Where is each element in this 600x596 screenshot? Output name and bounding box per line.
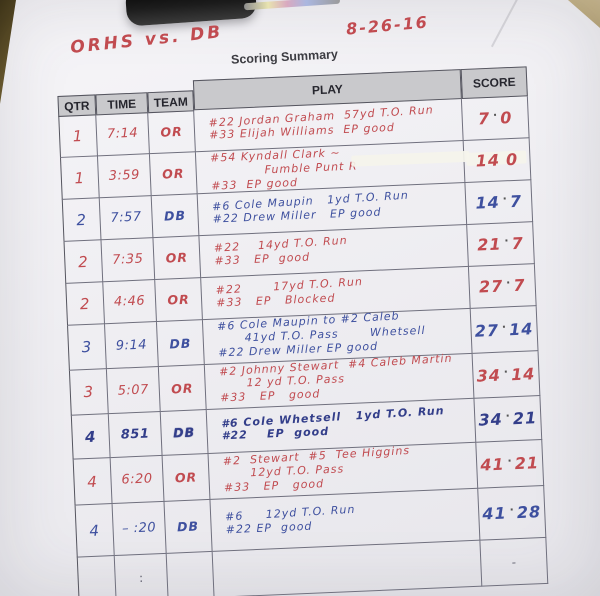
- score-away: 7: [513, 275, 526, 296]
- score-home: 41: [479, 454, 506, 475]
- score-cell: 41 · 21: [476, 439, 545, 489]
- clip-metal-bar: [243, 0, 341, 11]
- score-separator: ·: [503, 364, 509, 379]
- team-cell: [166, 551, 215, 596]
- score-separator: ·: [502, 192, 508, 206]
- score-away: 7: [509, 191, 523, 212]
- qtr-cell: 3: [68, 369, 109, 416]
- time-cell: 851: [108, 411, 163, 459]
- time-cell: 5:07: [106, 366, 161, 415]
- scoring-table: QTR TIME TEAM PLAY SCORE 1 7:14 OR #22 J…: [57, 66, 549, 596]
- score-cell: 27 · 7: [468, 264, 537, 309]
- score-away: 0: [505, 149, 519, 170]
- score-cell: 41 · 28: [478, 485, 547, 541]
- clipboard-clip: [124, 0, 258, 27]
- score-away: 0: [499, 107, 513, 128]
- paper-edge-line: [490, 0, 520, 48]
- team-cell: OR: [153, 236, 202, 281]
- time-cell: 4:46: [103, 280, 157, 325]
- score-separator: ·: [501, 319, 507, 334]
- time-cell: 7:35: [101, 238, 156, 283]
- white-out-patch: [351, 150, 470, 167]
- qtr-cell: 2: [61, 198, 102, 242]
- score-home: 27: [474, 320, 500, 341]
- desk-corner-top-left: [0, 0, 16, 104]
- score-cell: 27 · 14: [470, 306, 539, 354]
- team-cell: OR: [155, 278, 203, 323]
- score-away: 28: [516, 502, 542, 523]
- play-line: #33 EP good: [223, 476, 325, 494]
- qtr-cell: 3: [67, 324, 107, 371]
- header-cell-qtr: QTR: [57, 94, 97, 117]
- score-home: 7: [477, 108, 491, 129]
- score-cell: 34 · 21: [474, 396, 543, 443]
- time-cell: 7:57: [99, 196, 154, 241]
- score-cell: 21 · 7: [467, 222, 535, 267]
- score-home: 41: [482, 503, 508, 524]
- qtr-cell: 4: [70, 414, 111, 460]
- game-date: 8-26-16: [345, 12, 430, 39]
- qtr-cell: 4: [72, 458, 113, 506]
- team-cell: DB: [164, 499, 213, 554]
- team-cell: DB: [160, 410, 209, 456]
- score-separator: ·: [507, 454, 512, 468]
- score-away: 14: [510, 363, 536, 384]
- score-separator: ·: [505, 276, 511, 290]
- team-cell: OR: [149, 152, 198, 197]
- score-home: 21: [476, 234, 502, 255]
- score-cell: 14 0: [463, 138, 532, 183]
- time-cell: 7:14: [96, 112, 150, 157]
- time-cell: :: [114, 553, 169, 596]
- score-cell: -: [480, 537, 549, 587]
- score-home: 14: [475, 150, 501, 171]
- team-cell: OR: [148, 110, 196, 155]
- play-line: #6 Cole Whetsell 1yd T.O. Run: [220, 403, 445, 430]
- score-cell: 7 · 0: [461, 96, 530, 142]
- qtr-cell: 4: [74, 504, 115, 558]
- sheet-title: Scoring Summary: [230, 47, 339, 67]
- time-cell: 3:59: [97, 154, 152, 199]
- team-cell: OR: [162, 453, 211, 502]
- score-home: 27: [478, 276, 504, 297]
- play-line: #33 EP good: [219, 387, 321, 405]
- qtr-cell: 2: [63, 240, 104, 284]
- score-separator: ·: [504, 234, 509, 248]
- score-away: 21: [514, 453, 540, 474]
- time-cell: 9:14: [105, 322, 159, 370]
- desk-corner-top-right: [568, 0, 600, 28]
- score-separator: ·: [492, 108, 498, 122]
- score-home: 34: [478, 409, 504, 430]
- matchup-title: ORHS vs. DB: [69, 22, 225, 58]
- qtr-cell: 2: [65, 282, 106, 326]
- score-separator: ·: [509, 503, 515, 517]
- score-cell: 34 · 14: [472, 351, 541, 399]
- team-cell: OR: [158, 365, 207, 412]
- score-cell: 14 · 7: [465, 180, 534, 225]
- score-away: 14: [508, 318, 534, 339]
- score-away: 21: [512, 408, 538, 429]
- time-cell: – :20: [112, 501, 167, 556]
- team-cell: DB: [151, 194, 200, 239]
- score-home: 14: [475, 192, 501, 213]
- header-cell-score: SCORE: [460, 66, 528, 100]
- score-home: 34: [476, 365, 502, 386]
- qtr-cell: [76, 555, 117, 596]
- time-cell: 6:20: [110, 455, 165, 505]
- qtr-cell: 1: [58, 114, 98, 158]
- team-cell: DB: [156, 320, 205, 367]
- score-away: 7: [511, 233, 525, 254]
- score-separator: ·: [505, 409, 511, 423]
- qtr-cell: 1: [60, 156, 100, 200]
